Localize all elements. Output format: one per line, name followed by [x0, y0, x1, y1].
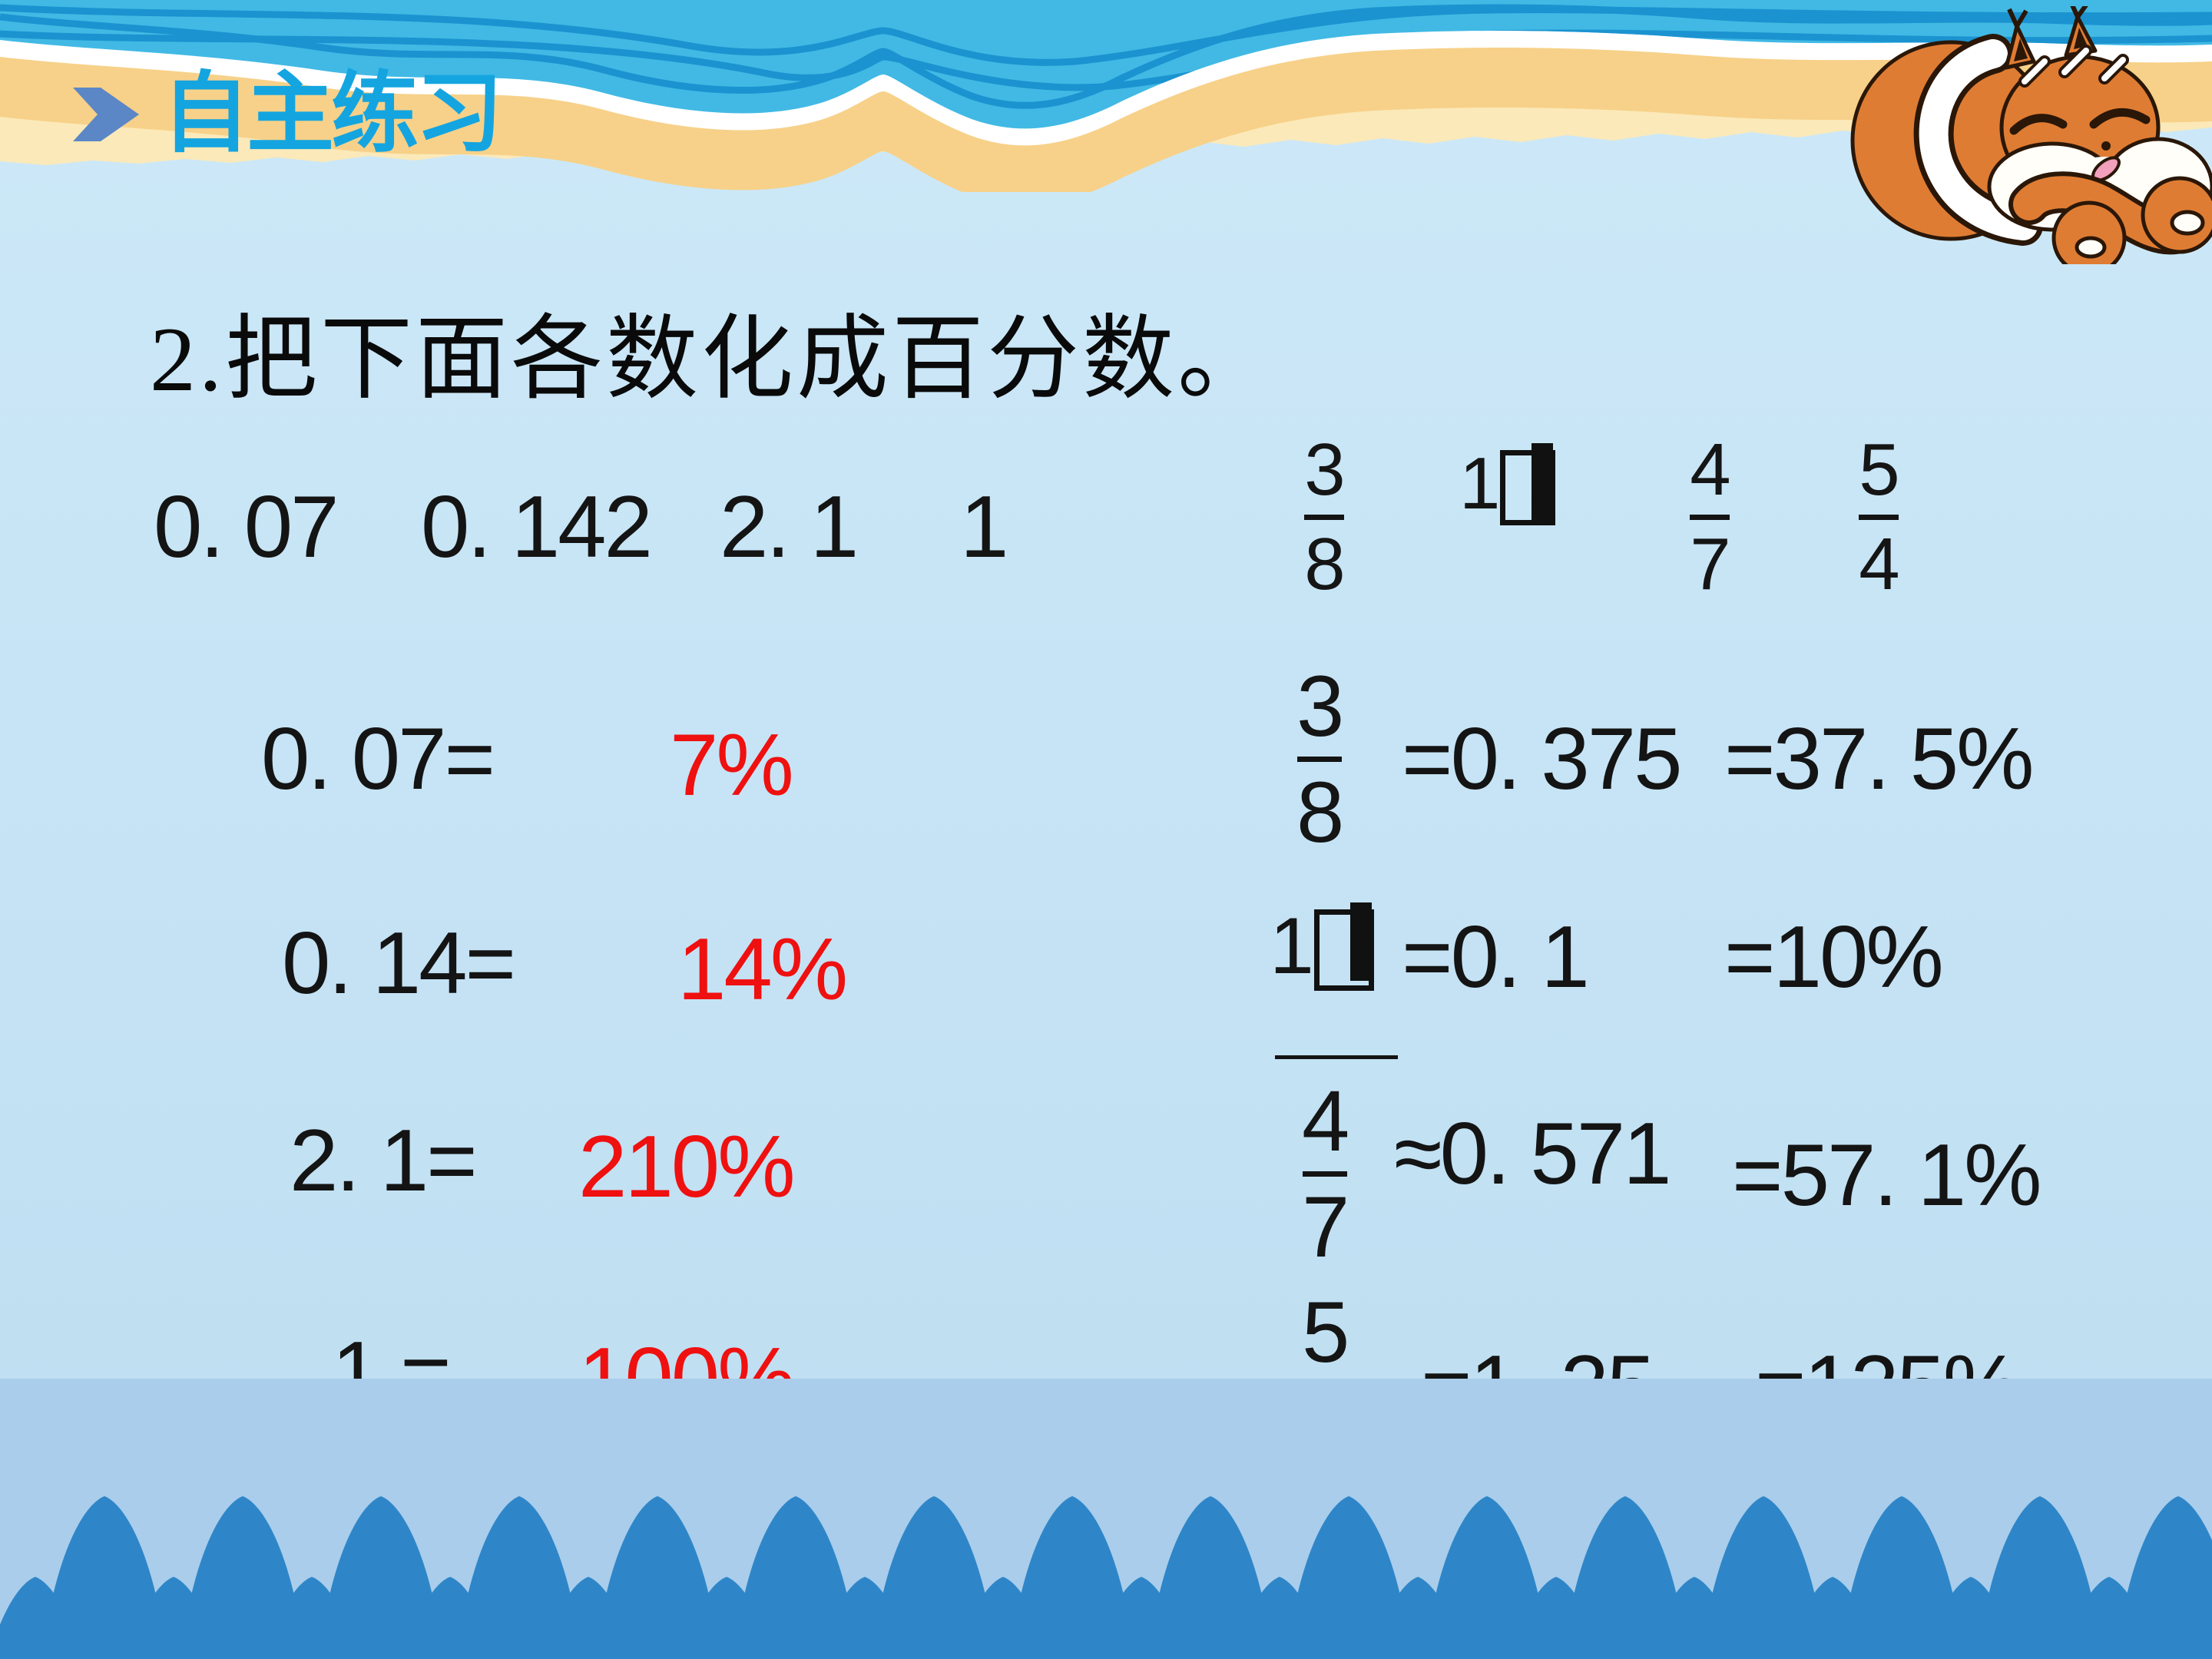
- fraction-denominator: 7: [1302, 1179, 1349, 1276]
- working-step: =37. 5%: [1724, 710, 2034, 808]
- fraction-bar: [1859, 515, 1899, 521]
- answer-value: 14%: [677, 921, 848, 1018]
- answer-expression: 0. 07=: [261, 710, 495, 808]
- fraction-numerator: 5: [1859, 429, 1899, 511]
- chevron-arrow-icon: [73, 88, 139, 141]
- fraction-denominator: 7: [1690, 523, 1730, 606]
- fraction-bar: [1303, 1171, 1348, 1177]
- broken-fraction-glyph: 1: [1270, 902, 1374, 991]
- working-step: ≈0. 571: [1394, 1105, 1672, 1203]
- beach-header-graphic: [0, 0, 2212, 192]
- working-fraction-3-8: 3 8: [1296, 658, 1344, 861]
- answer-value: 7%: [670, 717, 794, 814]
- page-title: 自主练习: [162, 65, 503, 163]
- problem-statement: 2.把下面各数化成百分数。: [150, 308, 1273, 410]
- working-fraction-4-7: 4 7: [1302, 1073, 1349, 1276]
- answer-expression: 2. 1=: [290, 1112, 478, 1210]
- working-step: =57. 1%: [1732, 1127, 2041, 1224]
- slide-header: 自主练习: [73, 65, 503, 163]
- missing-glyph-box-icon: [1500, 443, 1556, 525]
- given-fraction-3-8: 3 8: [1304, 429, 1346, 606]
- fraction-numerator: 5: [1302, 1284, 1349, 1380]
- answer-value: 210%: [578, 1118, 796, 1216]
- fraction-denominator: 8: [1304, 523, 1345, 606]
- bottom-waves-graphic: [0, 1496, 2212, 1659]
- working-step: =10%: [1724, 909, 1944, 1006]
- fraction-denominator: 4: [1859, 523, 1899, 606]
- fraction-bar: [1304, 515, 1344, 521]
- given-number: 1: [960, 478, 1008, 576]
- fraction-numerator: 4: [1690, 429, 1730, 511]
- wave-lines: [0, 4, 2212, 109]
- working-step: =0. 375: [1402, 710, 1683, 808]
- broken-glyph-digit: 1: [1459, 442, 1500, 525]
- given-number: 0. 07: [154, 478, 339, 576]
- squirrel-mascot-icon: [1850, 6, 2212, 264]
- fraction-bar: [1690, 515, 1730, 521]
- answer-expression: 0. 14=: [282, 915, 516, 1012]
- fraction-bar: [1297, 757, 1343, 763]
- fraction-numerator: 3: [1296, 658, 1344, 754]
- missing-glyph-box-icon: [1313, 902, 1374, 991]
- given-fraction-5-4: 5 4: [1859, 429, 1900, 606]
- broken-glyph-digit: 1: [1270, 902, 1314, 991]
- fraction-numerator: 4: [1302, 1073, 1349, 1169]
- given-number: 0. 142: [421, 478, 653, 576]
- fraction-numerator: 3: [1304, 429, 1345, 511]
- fraction-denominator: 8: [1296, 764, 1344, 861]
- stray-fraction-bar: [1275, 1055, 1398, 1059]
- working-step: =0. 1: [1402, 909, 1590, 1006]
- given-fraction-4-7: 4 7: [1690, 429, 1731, 606]
- broken-fraction-glyph: 1: [1459, 442, 1556, 525]
- given-number: 2. 1: [720, 478, 859, 576]
